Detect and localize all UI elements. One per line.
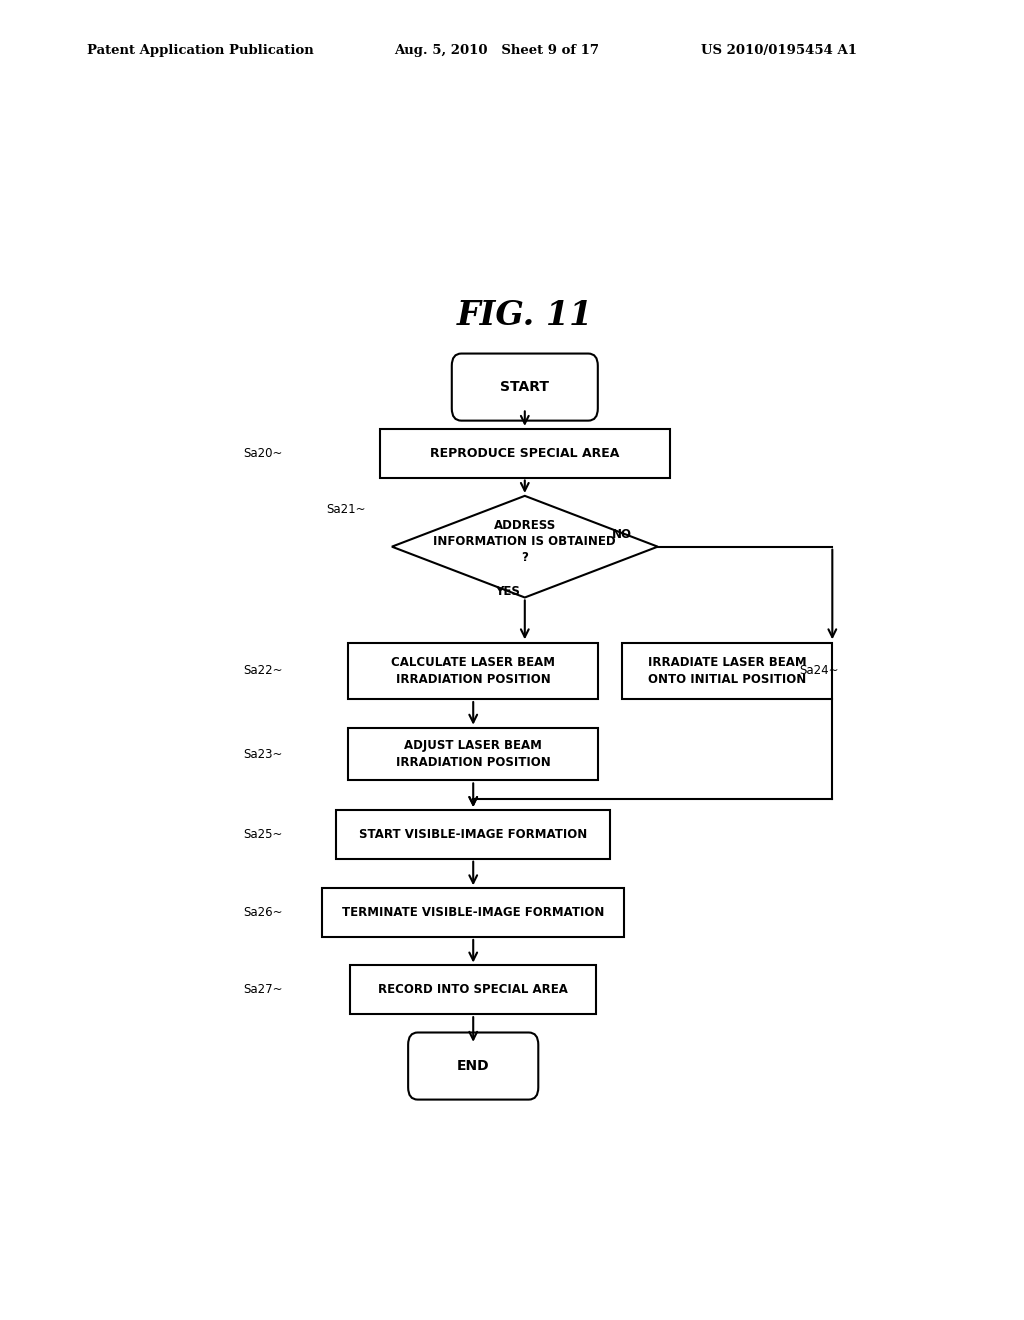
FancyBboxPatch shape [409, 1032, 539, 1100]
Text: CALCULATE LASER BEAM
IRRADIATION POSITION: CALCULATE LASER BEAM IRRADIATION POSITIO… [391, 656, 555, 685]
Text: Sa23~: Sa23~ [244, 747, 283, 760]
Text: Sa26~: Sa26~ [244, 906, 283, 919]
Text: Patent Application Publication: Patent Application Publication [87, 44, 313, 57]
Bar [323, 888, 624, 937]
Text: Sa24~: Sa24~ [799, 664, 839, 677]
Text: Sa27~: Sa27~ [244, 983, 283, 997]
Text: YES: YES [495, 585, 519, 598]
Text: Sa20~: Sa20~ [244, 446, 283, 459]
Text: NO: NO [612, 528, 632, 541]
FancyBboxPatch shape [452, 354, 598, 421]
Bar [348, 643, 598, 698]
Text: Aug. 5, 2010   Sheet 9 of 17: Aug. 5, 2010 Sheet 9 of 17 [394, 44, 599, 57]
Text: Sa25~: Sa25~ [244, 828, 283, 841]
Bar [336, 810, 610, 859]
Text: Sa22~: Sa22~ [244, 664, 283, 677]
Text: US 2010/0195454 A1: US 2010/0195454 A1 [701, 44, 857, 57]
Text: IRRADIATE LASER BEAM
ONTO INITIAL POSITION: IRRADIATE LASER BEAM ONTO INITIAL POSITI… [648, 656, 807, 685]
Text: REPRODUCE SPECIAL AREA: REPRODUCE SPECIAL AREA [430, 446, 620, 459]
Text: END: END [457, 1059, 489, 1073]
Text: START VISIBLE-IMAGE FORMATION: START VISIBLE-IMAGE FORMATION [359, 828, 588, 841]
Text: ADJUST LASER BEAM
IRRADIATION POSITION: ADJUST LASER BEAM IRRADIATION POSITION [396, 739, 551, 770]
Text: ADDRESS
INFORMATION IS OBTAINED
?: ADDRESS INFORMATION IS OBTAINED ? [433, 519, 616, 564]
Text: START: START [501, 380, 549, 395]
Bar [380, 429, 670, 478]
Text: RECORD INTO SPECIAL AREA: RECORD INTO SPECIAL AREA [378, 983, 568, 997]
Bar [350, 965, 596, 1014]
Bar [622, 643, 833, 698]
Text: FIG. 11: FIG. 11 [457, 300, 593, 333]
Text: Sa21~: Sa21~ [327, 503, 367, 516]
Bar [348, 727, 598, 780]
Text: TERMINATE VISIBLE-IMAGE FORMATION: TERMINATE VISIBLE-IMAGE FORMATION [342, 906, 604, 919]
Polygon shape [392, 496, 657, 598]
